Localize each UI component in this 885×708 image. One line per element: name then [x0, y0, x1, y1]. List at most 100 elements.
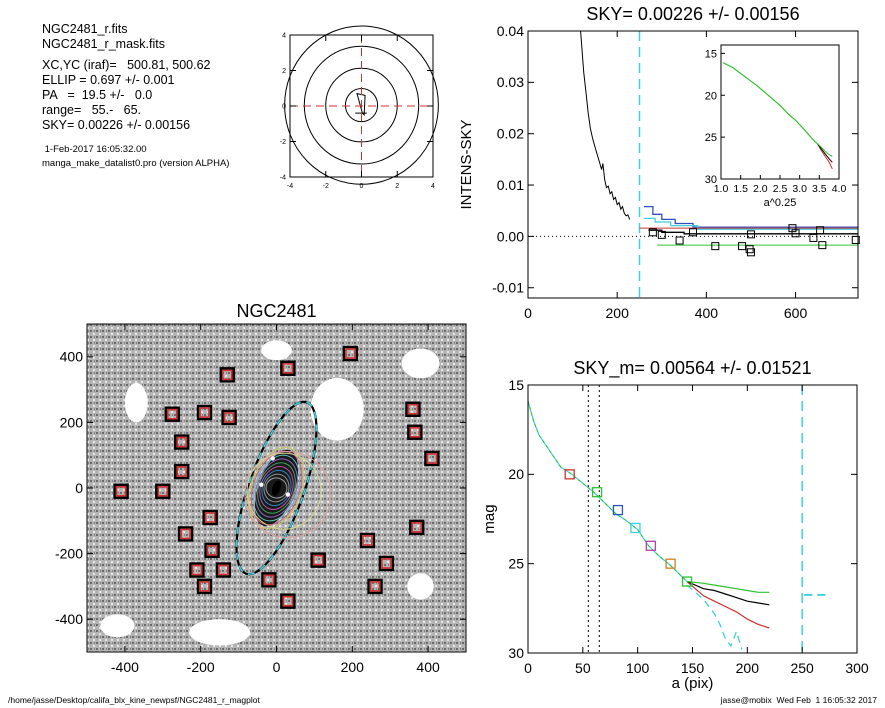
inset-profile-tail [817, 143, 833, 157]
mag-profile-main-overlay [527, 400, 688, 582]
contour-y-tick-label: -2 [280, 139, 286, 146]
sky-sample-square [746, 248, 755, 257]
sky-x-tick-label: 0 [524, 305, 532, 321]
image-y-tick-label: -400 [55, 611, 83, 627]
sky-box-inner [176, 466, 188, 477]
contour-y-tick-label: 2 [282, 68, 286, 75]
sky-box-inner [206, 545, 218, 556]
mag-sample-square [612, 504, 624, 516]
inset-x-tick-label: 2.0 [753, 183, 768, 195]
sky-box-inner [411, 522, 423, 533]
sky-box [196, 578, 213, 595]
contour-line [303, 45, 420, 165]
sky-box [280, 360, 296, 376]
sky-box-inner [362, 535, 373, 546]
binned-profile-step [643, 205, 858, 228]
masked-region [189, 619, 251, 646]
sky-box-inner [180, 528, 191, 540]
sky-y-tick-label: 0.00 [497, 228, 524, 244]
sky-sample-square [689, 228, 697, 237]
mag-sample-square [665, 558, 676, 569]
image-x-tick-label: 200 [341, 659, 365, 675]
sky-sample-square [791, 229, 800, 238]
sky-box-inner [282, 362, 294, 374]
masked-region [100, 614, 135, 638]
star-dot [285, 492, 291, 497]
sky-box [113, 483, 129, 499]
mag-y-tick-label: 20 [508, 466, 524, 482]
isophote-ellipse [265, 477, 288, 499]
sky-box-inner [282, 595, 294, 607]
inset-profile-tail [816, 143, 833, 170]
outer-isophote [244, 451, 332, 539]
masked-region [310, 377, 364, 441]
fit-range-value: range= 55.- 65. [42, 103, 142, 117]
run-date: 1-Feb-2017 16:05:32.00 [42, 144, 147, 155]
sky-x-tick-label: 600 [784, 305, 808, 321]
sky-box [174, 434, 190, 450]
isophote-ellipse [261, 469, 292, 507]
inset-x-tick-label: 3.0 [792, 183, 807, 195]
mag-x-tick-label: 0 [524, 660, 532, 676]
sky-y-tick-label: 0.02 [497, 126, 524, 142]
inset-x-tick-label: 3.5 [812, 183, 827, 195]
sky-box [261, 572, 277, 588]
sky-sample-square [746, 230, 755, 239]
sky-box [409, 519, 425, 536]
image-x-tick-label: 0 [273, 659, 281, 675]
sky-box [359, 532, 376, 549]
mag-profile-red [686, 581, 770, 629]
sky-box [378, 555, 395, 572]
masked-region [261, 340, 292, 361]
inset-x-tick-label: 2.5 [773, 183, 788, 195]
isophote-ellipse [252, 454, 301, 522]
isophote-ellipse [257, 462, 296, 514]
image-y-tick-label: -200 [55, 546, 83, 562]
sky-box-inner [204, 512, 216, 523]
center-coordinates: XC,YC (iraf)= 500.81, 500.62 [42, 58, 211, 72]
inset-y-tick-label: 25 [705, 132, 717, 144]
sky-box-inner [191, 564, 203, 576]
sky-chart-ylabel: INTENS-SKY [458, 119, 475, 209]
sky-box-inner [426, 453, 438, 464]
masked-region [407, 573, 434, 600]
sky-box [219, 367, 235, 383]
sky-box [174, 463, 190, 480]
masked-region [124, 382, 148, 423]
binned-profile-step [648, 229, 858, 235]
mag-x-tick-label: 300 [845, 660, 869, 676]
sky-box [189, 562, 205, 578]
inset-profile-tail [817, 143, 833, 163]
footer-path: /home/jasse/Desktop/califa_blx_kine_newp… [8, 695, 260, 705]
sky-value: SKY= 0.00226 +/- 0.00156 [42, 118, 191, 132]
mag-chart-frame [527, 384, 858, 654]
isophote-ellipse [255, 458, 298, 518]
image-x-tick-label: -400 [111, 659, 139, 675]
sky-y-tick-label: 0.01 [497, 177, 524, 193]
sky-box-inner [263, 574, 275, 586]
mag-profile-cyan [686, 584, 743, 650]
sky-box [155, 483, 171, 499]
contour-x-tick-label: 0 [360, 183, 364, 190]
mag-x-tick-label: 250 [790, 660, 814, 676]
inset-x-tick-label: 1.5 [733, 183, 748, 195]
sky-box-inner [407, 403, 419, 415]
sky-box-inner [223, 412, 235, 423]
sky-box-inner [199, 407, 210, 418]
sky-box-inner [409, 426, 421, 438]
sky-box [405, 401, 421, 417]
sky-box-inner [176, 436, 188, 448]
mag-y-tick-label: 15 [508, 377, 524, 393]
mag-profile-black [686, 580, 770, 606]
contour-y-tick-label: -4 [280, 174, 286, 181]
mag-sample-square [645, 540, 656, 551]
mag-sample-square [630, 522, 641, 534]
galaxy-nucleus [271, 480, 282, 496]
mag-x-tick-label: 100 [626, 660, 650, 676]
sky-y-tick-label: 0.03 [497, 74, 524, 90]
sky-box [177, 526, 194, 542]
sky-box [310, 552, 326, 568]
sky-box [204, 542, 220, 559]
sky-box-inner [369, 581, 381, 592]
sky-box [215, 562, 232, 578]
